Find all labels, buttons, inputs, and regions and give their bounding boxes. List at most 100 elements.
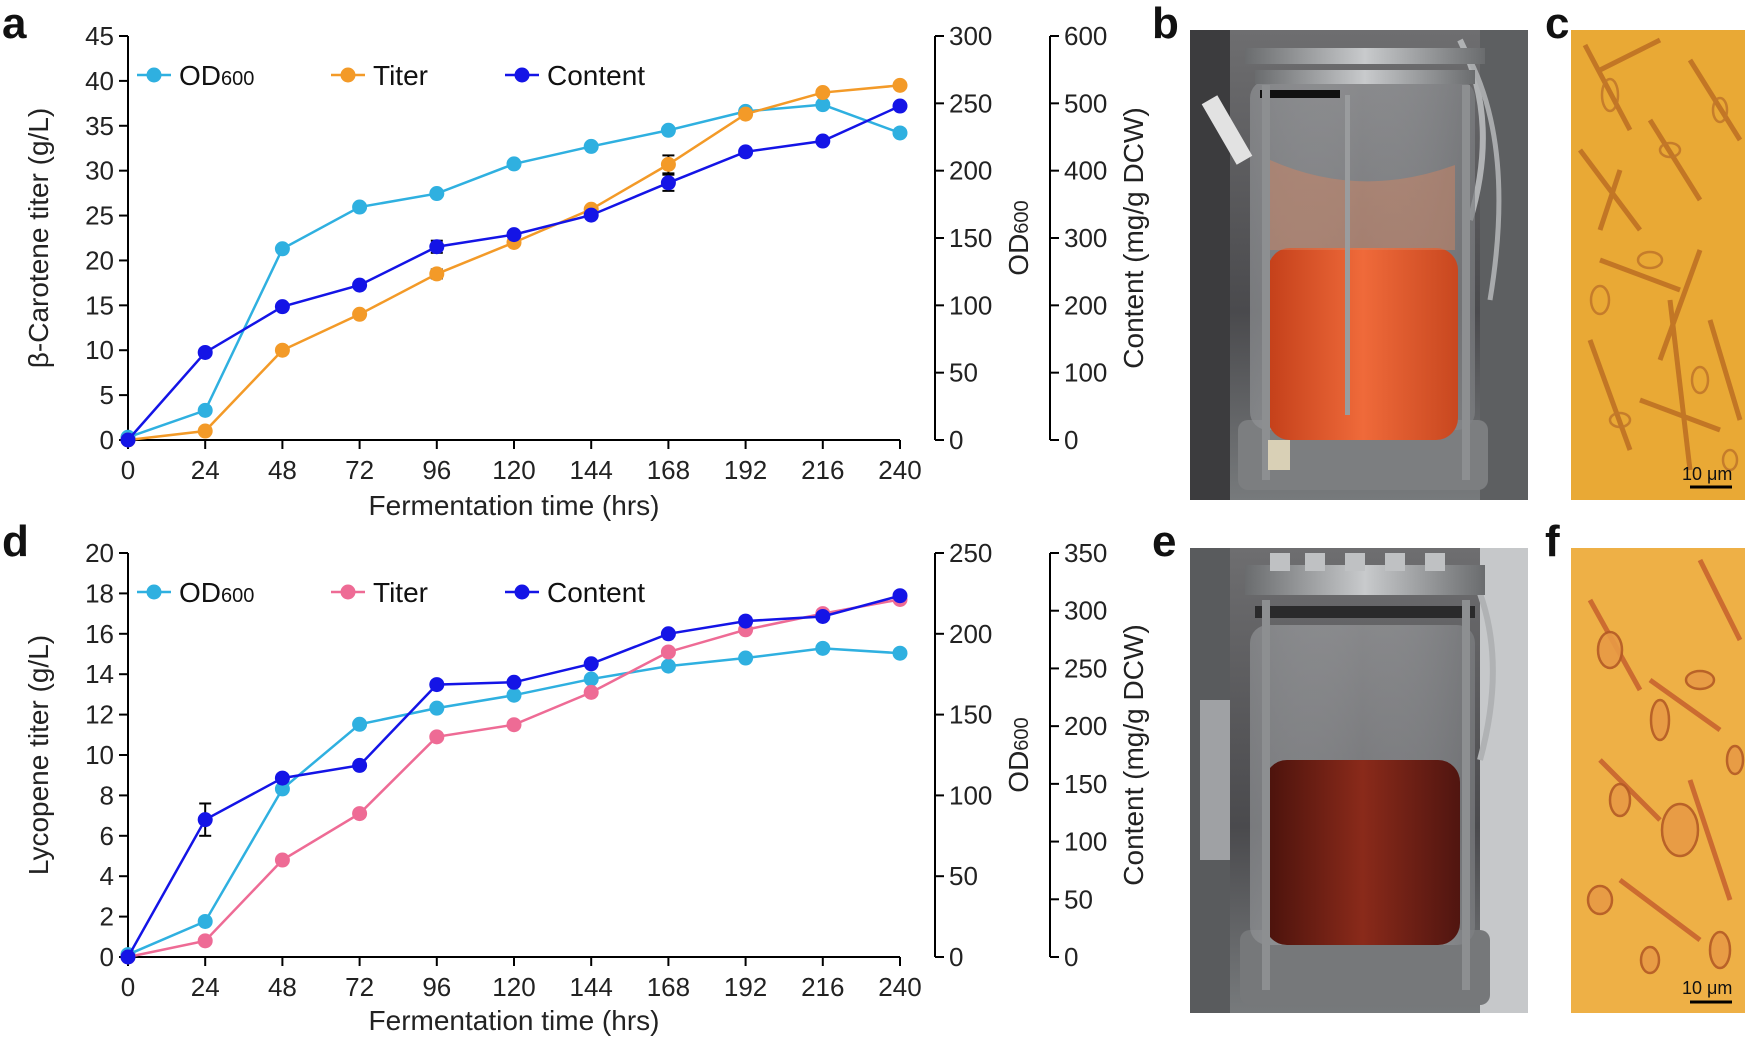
point-titer-a bbox=[429, 266, 445, 282]
x-tick-label-a: 144 bbox=[570, 455, 613, 485]
chart-beta-carotene: 0 24 48 72 96 120 144 168 192 216 240 Fermentation … bbox=[23, 21, 1149, 521]
series-od600-d bbox=[120, 640, 908, 963]
x-tick-label-d: 144 bbox=[570, 972, 613, 1002]
x-tick-label-d: 96 bbox=[422, 972, 451, 1002]
panel-letter-a: a bbox=[2, 0, 27, 48]
point-titer-a bbox=[352, 306, 368, 322]
series-line-titer-a bbox=[127, 84, 901, 442]
point-od600-d bbox=[738, 650, 754, 666]
point-titer-d bbox=[197, 933, 213, 949]
y-tick-label-right2-a: 200 bbox=[1064, 290, 1107, 320]
point-content-a bbox=[197, 344, 213, 360]
y-tick-label-left-d: 0 bbox=[100, 942, 114, 972]
point-content-a bbox=[429, 239, 445, 255]
x-tick-label-d: 192 bbox=[724, 972, 767, 1002]
point-titer-d bbox=[352, 806, 368, 822]
y-tick-label-right2-d: 300 bbox=[1064, 596, 1107, 626]
point-content-a bbox=[583, 207, 599, 223]
x-tick-label-d: 24 bbox=[191, 972, 220, 1002]
legend-label-od600-a: OD600 bbox=[179, 60, 254, 91]
series-content-d bbox=[120, 588, 908, 965]
photo-bioreactor-beta-carotene bbox=[1190, 30, 1528, 500]
point-content-d bbox=[429, 677, 445, 693]
y-tick-label-right1-a: 300 bbox=[949, 21, 992, 51]
legend-label-titer-d: Titer bbox=[373, 577, 428, 608]
x-tick-label-d: 168 bbox=[647, 972, 690, 1002]
y-tick-label-left-a: 30 bbox=[85, 156, 114, 186]
point-titer-a bbox=[274, 342, 290, 358]
y-tick-label-right1-a: 0 bbox=[949, 425, 963, 455]
y-tick-label-right2-d: 200 bbox=[1064, 711, 1107, 741]
y-axis-title-left-d: Lycopene titer (g/L) bbox=[23, 635, 54, 875]
y-tick-label-left-d: 14 bbox=[85, 659, 114, 689]
point-od600-a bbox=[660, 122, 676, 138]
panel-letter-f: f bbox=[1545, 517, 1560, 566]
point-od600-a bbox=[506, 156, 522, 172]
point-content-d bbox=[352, 757, 368, 773]
series-titer-a bbox=[120, 77, 908, 448]
y-tick-label-right2-d: 250 bbox=[1064, 653, 1107, 683]
x-tick-label-a: 240 bbox=[878, 455, 921, 485]
point-content-d bbox=[660, 626, 676, 642]
x-tick-label-d: 48 bbox=[268, 972, 297, 1002]
series-line-od600-a bbox=[127, 103, 901, 439]
y-tick-label-left-d: 8 bbox=[100, 780, 114, 810]
y-tick-label-right2-d: 100 bbox=[1064, 827, 1107, 857]
y-tick-label-left-a: 5 bbox=[100, 380, 114, 410]
x-axis-title-d: Fermentation time (hrs) bbox=[369, 1005, 660, 1036]
series-titer-d bbox=[120, 591, 908, 965]
y-tick-label-left-a: 35 bbox=[85, 111, 114, 141]
y-tick-label-left-a: 10 bbox=[85, 335, 114, 365]
y-tick-label-left-a: 25 bbox=[85, 201, 114, 231]
point-od600-a bbox=[583, 138, 599, 154]
point-od600-a bbox=[197, 402, 213, 418]
scale-bar-label-c: 10 μm bbox=[1682, 464, 1732, 484]
x-tick-label-a: 24 bbox=[191, 455, 220, 485]
y-tick-label-right2-a: 100 bbox=[1064, 358, 1107, 388]
point-content-d bbox=[506, 674, 522, 690]
point-od600-d bbox=[274, 781, 290, 797]
x-tick-label-d: 0 bbox=[121, 972, 135, 1002]
point-content-d bbox=[274, 770, 290, 786]
scale-bar-label-f: 10 μm bbox=[1682, 978, 1732, 998]
y-tick-label-right1-d: 200 bbox=[949, 619, 992, 649]
y-tick-label-left-d: 12 bbox=[85, 700, 114, 730]
x-tick-label-a: 48 bbox=[268, 455, 297, 485]
point-content-d bbox=[815, 608, 831, 624]
y-tick-label-left-a: 20 bbox=[85, 245, 114, 275]
point-od600-d bbox=[506, 687, 522, 703]
y-tick-label-left-d: 16 bbox=[85, 619, 114, 649]
y-tick-label-left-a: 15 bbox=[85, 290, 114, 320]
point-od600-a bbox=[429, 186, 445, 202]
point-content-a bbox=[892, 98, 908, 114]
point-titer-d bbox=[583, 684, 599, 700]
photo-micrograph-beta-carotene: 10 μm bbox=[1571, 30, 1745, 500]
y-axis-title-left-a: β-Carotene titer (g/L) bbox=[23, 108, 54, 368]
y-tick-label-left-a: 45 bbox=[85, 21, 114, 51]
y-tick-label-right1-d: 100 bbox=[949, 780, 992, 810]
legend-d: OD600 Titer Content bbox=[137, 577, 645, 608]
y-axis-title-right1-a: OD600 bbox=[1003, 200, 1034, 275]
y-tick-label-right1-d: 250 bbox=[949, 538, 992, 568]
point-titer-d bbox=[429, 729, 445, 745]
point-content-a bbox=[120, 432, 136, 448]
chart-lycopene: 0 24 48 72 96 120 144 168 192 216 240Fermentation … bbox=[23, 538, 1149, 1036]
x-tick-label-a: 216 bbox=[801, 455, 844, 485]
point-content-a bbox=[274, 299, 290, 315]
y-tick-label-right1-a: 50 bbox=[949, 358, 978, 388]
x-tick-label-a: 192 bbox=[724, 455, 767, 485]
legend-marker-a bbox=[514, 67, 530, 83]
point-titer-a bbox=[197, 423, 213, 439]
y-tick-label-left-d: 20 bbox=[85, 538, 114, 568]
series-od600-a bbox=[120, 97, 908, 445]
y-tick-label-right2-d: 50 bbox=[1064, 884, 1093, 914]
legend-marker-a bbox=[146, 67, 162, 83]
y-tick-label-left-a: 0 bbox=[100, 425, 114, 455]
y-axis-title-right2-d: Content (mg/g DCW) bbox=[1118, 624, 1149, 885]
legend-marker-d bbox=[514, 584, 530, 600]
x-tick-label-a: 0 bbox=[121, 455, 135, 485]
y-tick-label-left-d: 2 bbox=[100, 902, 114, 932]
point-titer-a bbox=[738, 106, 754, 122]
point-od600-a bbox=[352, 199, 368, 215]
